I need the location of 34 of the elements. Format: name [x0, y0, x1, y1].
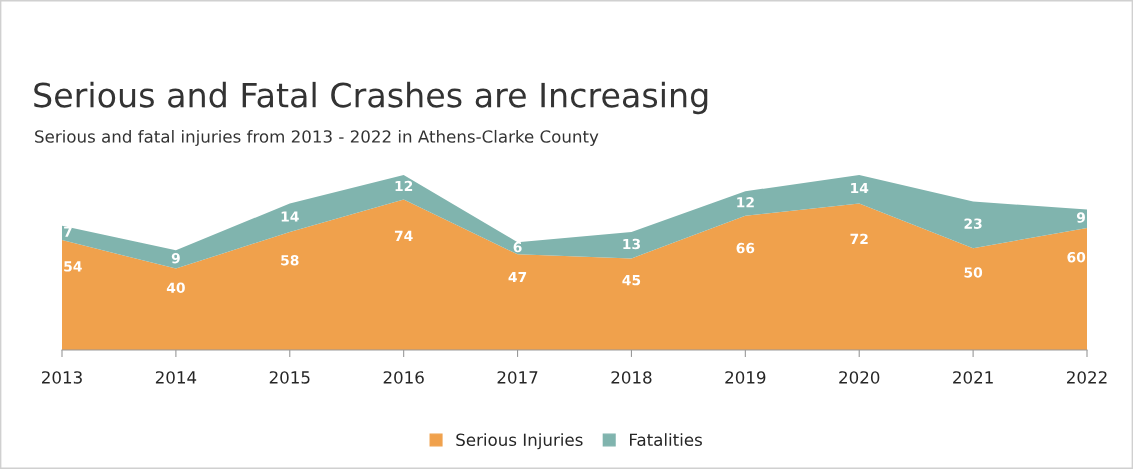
data-label: 54: [64, 261, 82, 272]
data-label: 45: [622, 275, 641, 286]
data-label: 14: [851, 182, 869, 194]
legend-label: Serious Injuries: [456, 433, 583, 450]
x-tick-label: 2020: [839, 371, 880, 384]
data-label: 12: [395, 180, 413, 192]
data-label: 23: [964, 218, 982, 229]
x-tick-label: 2013: [42, 371, 82, 384]
data-label: 12: [737, 197, 754, 208]
chart-subtitle: Serious and fatal injuries from 2013 - 2022 in Athens-Clarke County: [35, 129, 599, 147]
x-tick-label: 2015: [269, 371, 310, 384]
data-label: 72: [850, 233, 868, 244]
data-label: 47: [508, 271, 527, 283]
data-label: 66: [736, 242, 755, 254]
x-tick-label: 2016: [383, 371, 424, 384]
data-label: 60: [1067, 251, 1086, 263]
data-label: 7: [64, 226, 72, 237]
x-tick-label: 2017: [497, 371, 538, 384]
data-label: 9: [1076, 212, 1085, 223]
data-label: 50: [964, 267, 983, 278]
x-tick-label: 2018: [611, 371, 652, 384]
data-label: 6: [513, 241, 522, 253]
chart-title: Serious and Fatal Crashes are Increasing: [34, 81, 708, 115]
x-tick-label: 2022: [1067, 371, 1107, 384]
x-tick-label: 2021: [953, 371, 993, 384]
data-label: 13: [623, 238, 640, 250]
legend-label: Fatalities: [630, 433, 702, 447]
data-label: 9: [171, 252, 180, 264]
data-label: 58: [281, 255, 299, 266]
x-tick-label: 2019: [725, 371, 766, 384]
data-label: 74: [394, 230, 413, 241]
data-label: 40: [166, 282, 185, 293]
data-label: 14: [281, 211, 299, 222]
x-tick-label: 2014: [155, 371, 197, 384]
